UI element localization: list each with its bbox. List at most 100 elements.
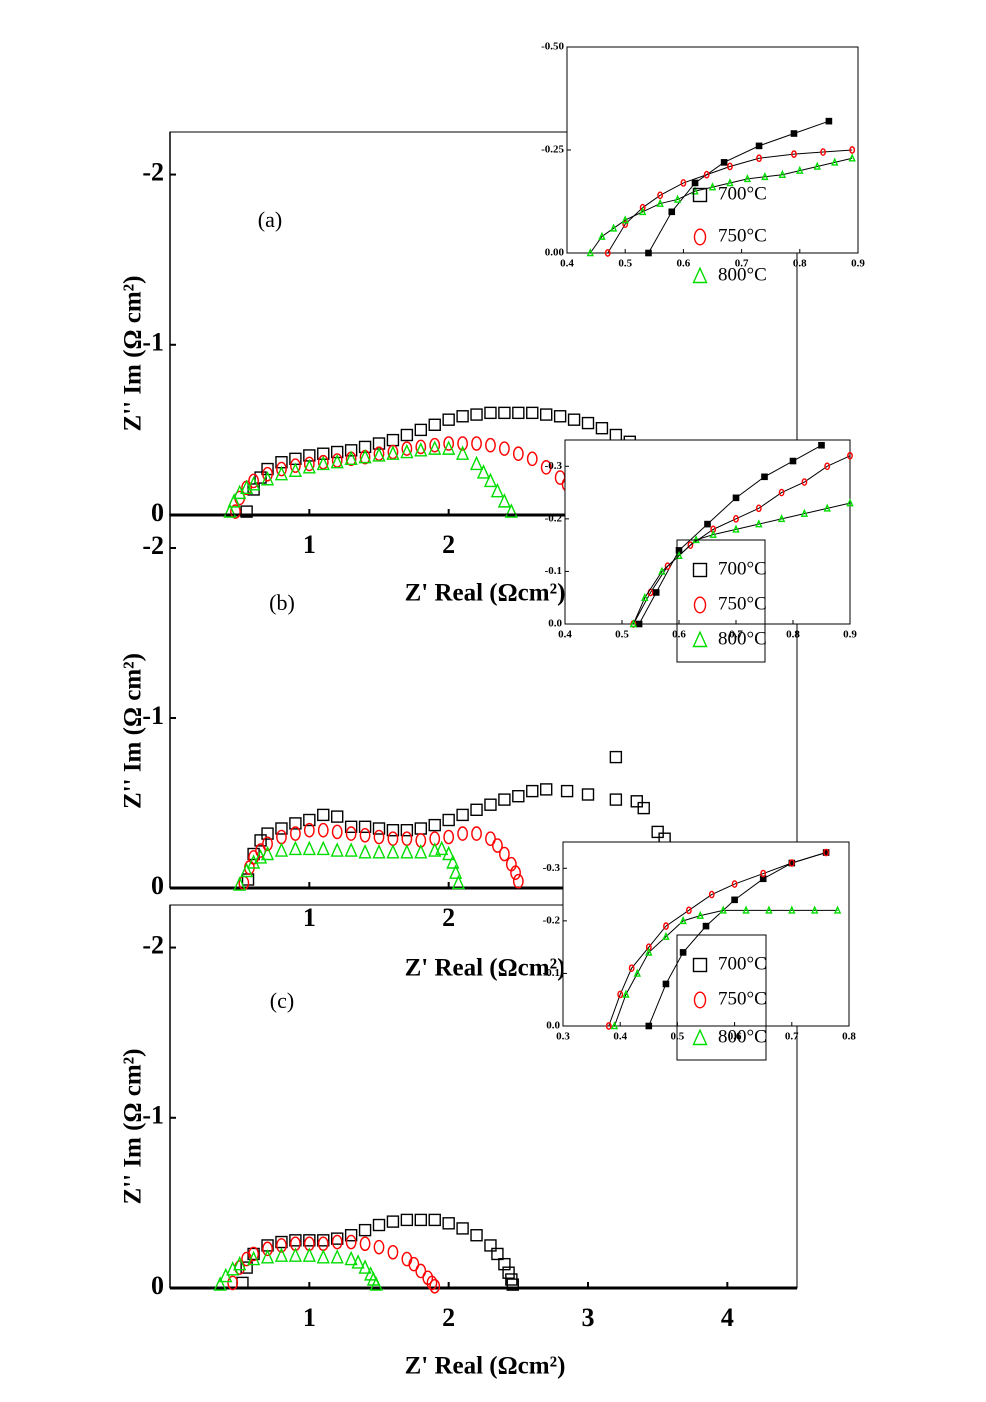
data-point [330,842,344,857]
inset-point [629,619,638,628]
x-axis-label: Z' Real (Ωcm²) [405,955,566,982]
data-point [469,455,484,471]
data-point [288,462,302,477]
data-point [344,450,358,466]
data-point [303,456,315,472]
inset-y-tick-label: -0.2 [545,512,563,524]
inset-point [801,478,808,486]
data-point [414,442,428,457]
inset-x-tick-label: 0.5 [615,629,629,641]
inset-point [628,964,635,972]
inset-point [820,148,826,156]
data-point [261,462,274,476]
inset-line [614,909,838,1027]
inset-point [755,142,763,150]
data-point [373,829,385,845]
data-point [414,1213,427,1227]
data-point [288,1247,302,1262]
inset-point [733,515,739,523]
inset-point [645,947,653,956]
inset-frame [562,841,850,1027]
data-point [426,1275,438,1291]
data-point [261,827,274,840]
inset-point [726,178,734,187]
y-tick-label: -1 [142,328,164,357]
inset-point [778,169,787,179]
inset-line [589,157,853,254]
data-point [233,876,247,891]
legend-symbol [692,187,708,203]
inset-point [760,869,767,878]
inset-point [796,165,804,174]
x-tick-label: 1 [303,903,316,932]
data-point [442,440,456,455]
inset-line [632,455,851,625]
inset-point [586,248,594,257]
data-point [554,470,566,485]
data-point [414,844,428,859]
data-point [510,865,521,881]
data-point [484,406,497,420]
inset-point [685,906,692,915]
inset-point [663,922,669,930]
legend-label: 800°C [718,264,767,285]
x-axis-label: Z' Real (Ωcm²) [405,580,566,607]
inset-point [638,206,647,216]
data-point [456,808,469,822]
inset-x-tick-label: 0.7 [735,258,749,270]
inset-point [691,179,699,187]
legend-label: 800°C [718,628,767,649]
inset-point [788,859,795,867]
data-point [581,416,595,430]
legend-box [676,539,766,663]
x-tick-label: 4 [721,1303,734,1332]
inset-point [658,566,666,575]
inset-point [761,171,769,181]
data-point [344,444,358,457]
data-point [276,461,287,477]
inset-y-tick-label: -0.2 [543,914,561,926]
data-point [456,1222,469,1235]
data-point [470,408,483,421]
data-point [317,808,330,822]
data-point [290,826,301,841]
data-point [372,1218,386,1232]
inset-y-tick-label: -0.3 [543,862,561,874]
inset-point [604,249,611,257]
inset-line [632,502,851,625]
data-point [512,873,524,889]
legend-label: 800°C [718,1026,767,1047]
data-point [443,829,455,845]
data-point [414,423,427,437]
data-point [415,439,427,455]
inset-point [610,1021,619,1030]
inset-line [608,852,827,1027]
inset-x-tick-label: 0.6 [728,1031,742,1043]
data-point [400,1213,414,1227]
data-point [498,793,511,806]
data-point [302,840,316,856]
data-point [303,1234,316,1247]
data-point [499,441,510,456]
data-point [456,445,470,460]
data-point [331,1232,344,1245]
data-point [288,840,302,856]
data-point [428,440,442,455]
inset-x-tick-label: 0.4 [560,258,574,270]
data-point [275,822,288,835]
inset-x-tick-label: 0.8 [793,258,807,270]
data-point [372,822,386,835]
data-point [274,1247,289,1262]
y-tick-label: -2 [142,158,164,187]
data-point [540,408,553,421]
y-axis-label: Z'' Im (Ω cm²) [120,276,147,432]
data-point [451,874,466,890]
inset-x-tick-label: 0.7 [785,1031,799,1043]
inset-point [687,541,694,549]
inset-point [621,215,629,224]
data-point [428,418,441,431]
data-point [502,1266,515,1279]
data-point [219,1267,233,1283]
data-point [262,836,273,852]
data-point [471,826,482,841]
